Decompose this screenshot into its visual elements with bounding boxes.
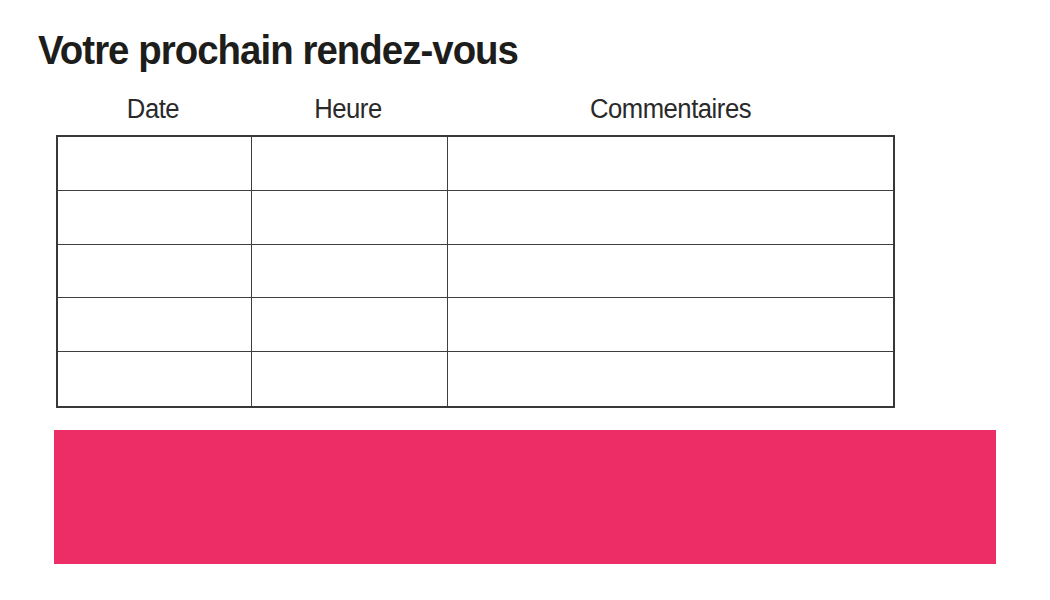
table-cell <box>448 245 893 298</box>
table-cell <box>448 298 893 351</box>
table-cell <box>448 137 893 190</box>
table-row <box>58 352 893 406</box>
table-row <box>58 137 893 191</box>
table-cell <box>58 352 252 406</box>
table-cell <box>448 191 893 244</box>
table-cell <box>252 298 448 351</box>
table-cell <box>58 298 252 351</box>
column-header-heure: Heure <box>255 94 441 125</box>
table-cell <box>252 352 448 406</box>
table-cell <box>252 245 448 298</box>
appointments-table <box>56 135 895 408</box>
table-cell <box>252 191 448 244</box>
table-cell <box>252 137 448 190</box>
column-header-commentaires: Commentaires <box>457 94 884 125</box>
table-header-row: Date Heure Commentaires <box>56 90 895 128</box>
table-cell <box>58 245 252 298</box>
table-row <box>58 191 893 245</box>
table-cell <box>448 352 893 406</box>
table-row <box>58 298 893 352</box>
table-cell <box>58 137 252 190</box>
pink-accent-banner <box>54 430 996 564</box>
page-title: Votre prochain rendez-vous <box>38 28 518 73</box>
table-cell <box>58 191 252 244</box>
table-row <box>58 245 893 299</box>
column-header-date: Date <box>61 94 245 125</box>
page: Votre prochain rendez-vous Date Heure Co… <box>0 0 1050 600</box>
